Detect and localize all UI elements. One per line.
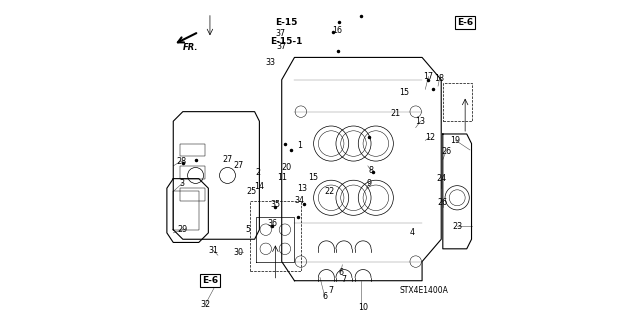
Text: 27: 27 bbox=[234, 161, 244, 170]
Text: E-15: E-15 bbox=[275, 18, 298, 27]
Bar bbox=[250, 201, 301, 271]
Text: 36: 36 bbox=[267, 219, 277, 228]
Text: 8: 8 bbox=[369, 166, 374, 175]
Text: 6: 6 bbox=[338, 268, 343, 277]
Text: 22: 22 bbox=[324, 187, 335, 196]
Bar bbox=[180, 144, 205, 156]
Text: 25: 25 bbox=[246, 187, 257, 196]
Text: 21: 21 bbox=[390, 109, 400, 118]
Bar bbox=[443, 83, 472, 121]
Text: 2: 2 bbox=[255, 168, 260, 177]
Text: 7: 7 bbox=[328, 286, 333, 295]
Bar bbox=[180, 188, 205, 201]
Text: FR.: FR. bbox=[183, 43, 198, 52]
Text: 13: 13 bbox=[415, 117, 426, 126]
Text: 37: 37 bbox=[275, 29, 285, 38]
Text: 33: 33 bbox=[266, 58, 276, 67]
Text: 35: 35 bbox=[270, 200, 280, 209]
Text: 19: 19 bbox=[451, 136, 461, 145]
Text: 15: 15 bbox=[308, 173, 319, 182]
Text: 27: 27 bbox=[222, 155, 232, 164]
Text: 26: 26 bbox=[441, 147, 451, 156]
Text: 15: 15 bbox=[399, 88, 410, 97]
Text: 5: 5 bbox=[246, 225, 251, 234]
Bar bbox=[173, 191, 199, 230]
Text: 32: 32 bbox=[200, 300, 210, 309]
Bar bbox=[180, 166, 205, 179]
Text: 3: 3 bbox=[180, 179, 185, 188]
Text: 24: 24 bbox=[436, 174, 446, 183]
Text: 34: 34 bbox=[294, 197, 304, 205]
Text: 13: 13 bbox=[298, 184, 307, 193]
Text: 30: 30 bbox=[234, 248, 244, 256]
Text: 37: 37 bbox=[276, 42, 287, 51]
Text: 29: 29 bbox=[178, 225, 188, 234]
Text: 16: 16 bbox=[333, 26, 342, 35]
Text: 28: 28 bbox=[176, 157, 186, 166]
Text: 1: 1 bbox=[297, 141, 302, 150]
Text: 14: 14 bbox=[254, 182, 264, 191]
Text: 17: 17 bbox=[424, 72, 433, 81]
Text: STX4E1400A: STX4E1400A bbox=[399, 286, 448, 295]
Text: 12: 12 bbox=[425, 133, 435, 142]
Text: E-6: E-6 bbox=[457, 18, 473, 27]
Text: 10: 10 bbox=[358, 303, 368, 312]
Text: 31: 31 bbox=[208, 246, 218, 255]
Text: 7: 7 bbox=[341, 275, 346, 284]
Text: 23: 23 bbox=[452, 222, 462, 231]
Text: 11: 11 bbox=[276, 173, 287, 182]
Text: 4: 4 bbox=[410, 228, 415, 237]
Text: 18: 18 bbox=[435, 74, 445, 83]
Text: 26: 26 bbox=[438, 198, 448, 207]
Text: 20: 20 bbox=[282, 163, 292, 172]
Text: 6: 6 bbox=[323, 292, 327, 301]
Text: E-15-1: E-15-1 bbox=[270, 37, 303, 46]
Text: 9: 9 bbox=[367, 179, 372, 188]
Text: E-6: E-6 bbox=[202, 276, 218, 285]
